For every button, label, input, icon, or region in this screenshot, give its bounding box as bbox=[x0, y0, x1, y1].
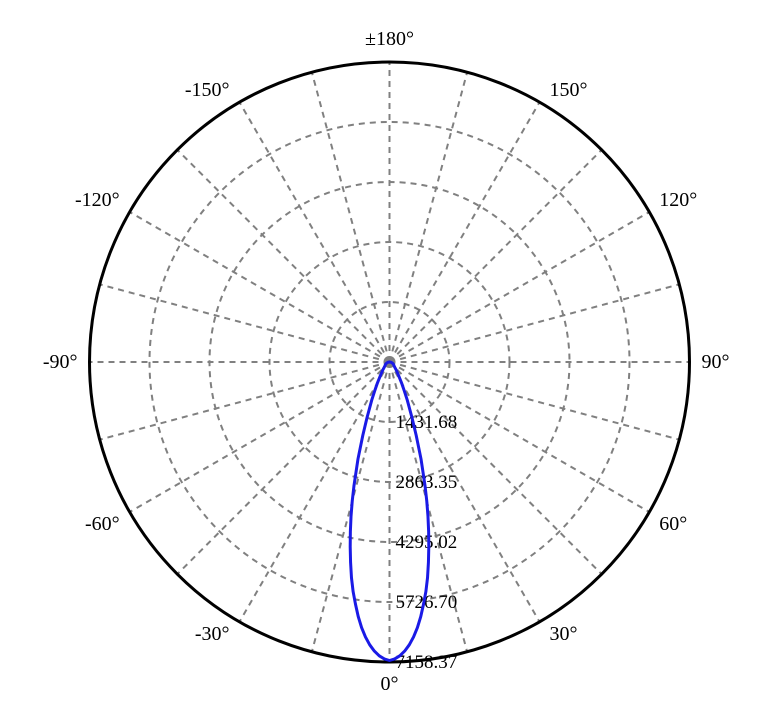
angle-label: 150° bbox=[550, 79, 588, 101]
angle-label: -150° bbox=[185, 79, 230, 101]
angle-label: -30° bbox=[195, 623, 230, 645]
angle-label: 30° bbox=[550, 623, 578, 645]
radial-tick-label: 4295.02 bbox=[396, 532, 458, 553]
angle-label: -60° bbox=[85, 513, 120, 535]
radial-tick-label: 7158.37 bbox=[396, 652, 458, 673]
angle-label: 90° bbox=[702, 351, 730, 373]
polar-chart: 0° 30° 60° 90° 120° 150° ±180° -30° -60° -90° -120… bbox=[0, 0, 779, 720]
angle-label: -90° bbox=[43, 351, 78, 373]
angle-label: 120° bbox=[659, 189, 697, 211]
angle-label: 0° bbox=[381, 673, 399, 695]
angle-label: 60° bbox=[659, 513, 687, 535]
angle-label: ±180° bbox=[365, 28, 414, 50]
angle-label: -120° bbox=[75, 189, 120, 211]
radial-tick-label: 1431.68 bbox=[396, 412, 458, 433]
